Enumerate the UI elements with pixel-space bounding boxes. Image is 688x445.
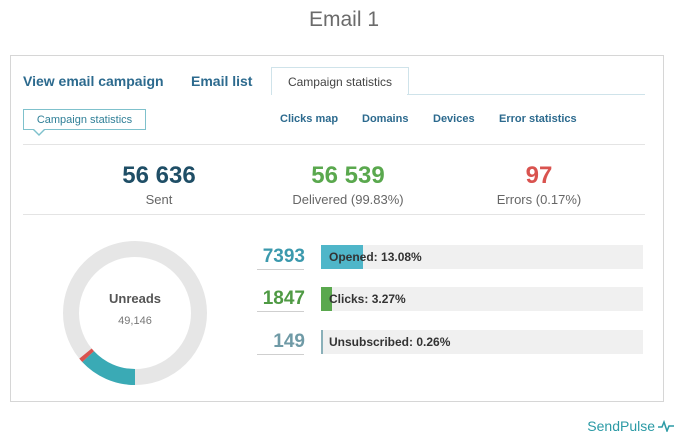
stat-delivered-label: Delivered (99.83%) bbox=[292, 192, 404, 207]
page-title: Email 1 bbox=[308, 8, 380, 31]
metric-clicks-bar: Clicks: 3.27% bbox=[321, 287, 643, 311]
metric-unsubscribed-underline bbox=[257, 354, 304, 355]
stat-sent: 56 636 Sent bbox=[59, 162, 259, 207]
donut-segment-errors bbox=[63, 241, 207, 385]
metric-clicks-label-text: Clicks: bbox=[329, 292, 369, 306]
unreads-donut-chart: Unreads 49,146 bbox=[55, 233, 215, 393]
metric-unsubscribed-fill bbox=[321, 330, 323, 354]
divider bbox=[23, 214, 645, 215]
stat-errors: 97 Errors (0.17%) bbox=[439, 162, 639, 207]
subtab-devices[interactable]: Devices bbox=[433, 113, 475, 125]
stat-delivered: 56 539 Delivered (99.83%) bbox=[248, 162, 448, 207]
donut-title: Unreads bbox=[108, 291, 162, 306]
metric-opened-bar: Opened: 13.08% bbox=[321, 245, 643, 269]
metric-clicks-label: Clicks: 3.27% bbox=[329, 287, 406, 311]
subtab-error-statistics[interactable]: Error statistics bbox=[499, 113, 577, 125]
metric-clicks-number[interactable]: 1847 bbox=[262, 288, 305, 309]
donut-count: 49,146 bbox=[118, 315, 152, 327]
metric-opened-label: Opened: 13.08% bbox=[329, 245, 422, 269]
stat-errors-value: 97 bbox=[525, 162, 553, 189]
metric-clicks-fill bbox=[321, 287, 332, 311]
tab-campaign-statistics[interactable]: Campaign statistics bbox=[271, 67, 409, 95]
statistics-card: View email campaign Email list Campaign … bbox=[10, 55, 664, 402]
stat-errors-label: Errors (0.17%) bbox=[496, 192, 582, 207]
metric-opened-label-text: Opened: bbox=[329, 250, 378, 264]
divider bbox=[23, 144, 645, 145]
pulse-icon bbox=[658, 420, 674, 432]
subtab-campaign-statistics[interactable]: Campaign statistics bbox=[23, 109, 146, 130]
subtab-domains[interactable]: Domains bbox=[362, 113, 409, 125]
brand-name: SendPulse bbox=[587, 418, 655, 434]
tab-view-email-campaign[interactable]: View email campaign bbox=[23, 73, 164, 89]
tab-email-list[interactable]: Email list bbox=[191, 73, 253, 89]
subtab-caret-icon bbox=[33, 129, 45, 136]
stat-sent-label: Sent bbox=[145, 192, 173, 207]
tab-underline bbox=[407, 94, 645, 95]
subtab-clicks-map[interactable]: Clicks map bbox=[280, 113, 339, 125]
metric-opened-fill bbox=[321, 245, 363, 269]
metric-unsubscribed-label: Unsubscribed: 0.26% bbox=[329, 330, 450, 354]
metric-opened-percent: 13.08% bbox=[381, 250, 422, 264]
donut-svg bbox=[63, 241, 207, 385]
stat-delivered-value: 56 539 bbox=[311, 162, 385, 189]
metric-opened-underline bbox=[257, 269, 304, 270]
brand-logo: SendPulse bbox=[587, 418, 674, 434]
donut-segment-opened bbox=[63, 241, 207, 385]
metric-unsubscribed-percent: 0.26% bbox=[416, 335, 451, 349]
metric-unsubscribed-bar: Unsubscribed: 0.26% bbox=[321, 330, 643, 354]
metric-unsubscribed-number[interactable]: 149 bbox=[273, 331, 305, 352]
metric-unsubscribed-label-text: Unsubscribed: bbox=[329, 335, 414, 349]
metric-clicks-underline bbox=[257, 311, 304, 312]
stat-sent-value: 56 636 bbox=[122, 162, 196, 189]
metric-clicks-percent: 3.27% bbox=[371, 292, 406, 306]
metric-opened-number[interactable]: 7393 bbox=[262, 246, 305, 267]
